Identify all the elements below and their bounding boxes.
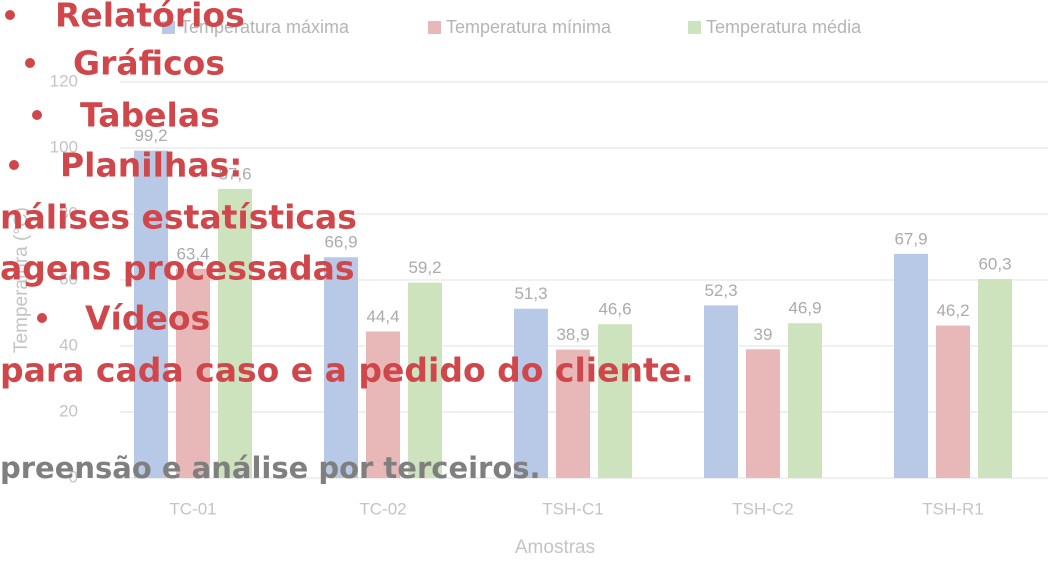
data-label: 46,2 [936, 301, 969, 320]
bar [978, 279, 1012, 478]
bar [556, 349, 590, 478]
overlay-line: nálises estatísticas [0, 198, 357, 237]
x-tick-label: TSH-C2 [732, 499, 793, 518]
data-label: 87,6 [218, 164, 251, 183]
x-tick-label: TC-02 [359, 499, 406, 518]
x-tick-label: TC-01 [169, 499, 216, 518]
legend-swatch [162, 21, 175, 34]
bullet [32, 110, 42, 120]
legend-label: Temperatura máxima [180, 17, 350, 37]
data-label: 60,3 [978, 254, 1011, 273]
bar [408, 282, 442, 478]
bar [324, 257, 358, 478]
legend-label: Temperatura mínima [446, 17, 612, 37]
data-label: 38,9 [556, 325, 589, 344]
data-label: 46,9 [788, 299, 821, 318]
bar [134, 150, 168, 478]
data-label: 63,4 [176, 244, 209, 263]
overlay-footer: preensão e análise por terceiros. [0, 451, 541, 485]
data-label: 44,4 [366, 307, 399, 326]
bullet [37, 313, 47, 323]
bullet [25, 58, 35, 68]
data-label: 51,3 [514, 284, 547, 303]
data-label: 67,9 [894, 229, 927, 248]
legend-swatch [428, 21, 441, 34]
data-label: 46,6 [598, 300, 631, 319]
y-tick-label: 60 [59, 269, 78, 288]
data-label: 99,2 [134, 126, 167, 145]
y-tick-label: 100 [50, 137, 78, 156]
x-axis-title: Amostras [515, 537, 595, 558]
plot: 0 20 40 60 80 100 120 Temperatura máxima Tempera… [50, 17, 1048, 518]
bar [788, 323, 822, 478]
bar [366, 331, 400, 478]
data-label: 39 [754, 325, 773, 344]
overlay-line: Vídeos [85, 299, 210, 338]
bar [936, 325, 970, 478]
bar [176, 268, 210, 478]
bullet [5, 10, 15, 20]
y-tick-label: 40 [59, 335, 78, 354]
x-tick-label: TSH-C1 [542, 499, 603, 518]
y-tick-label: 20 [59, 401, 78, 420]
overlay-line: Gráficos [73, 44, 225, 83]
bar [704, 305, 738, 478]
legend-swatch [688, 21, 701, 34]
bar [894, 253, 928, 478]
data-label: 66,9 [324, 233, 357, 252]
bar [746, 349, 780, 478]
legend-label: Temperatura média [706, 17, 862, 37]
overlay-line: Planilhas: [60, 146, 242, 185]
overlay-text: Relatórios Gráficos Tabelas Planilhas: nális… [0, 0, 694, 485]
bar [514, 308, 548, 478]
bar [218, 188, 252, 479]
data-label: 59,2 [408, 258, 441, 277]
bullet [9, 160, 19, 170]
x-tick-label: TSH-R1 [922, 499, 983, 518]
y-axis-title: Temperatura (°C) [11, 207, 32, 353]
y-tick-label: 80 [59, 203, 78, 222]
overlay-line: para cada caso e a pedido do cliente. [0, 351, 694, 390]
overlay-line: Tabelas [80, 96, 220, 135]
bar [598, 324, 632, 478]
y-tick-label: 0 [69, 467, 78, 486]
y-tick-label: 120 [50, 71, 78, 90]
data-label: 52,3 [704, 281, 737, 300]
overlay-line: agens processadas [0, 249, 355, 288]
overlay-line: Relatórios [55, 0, 245, 35]
